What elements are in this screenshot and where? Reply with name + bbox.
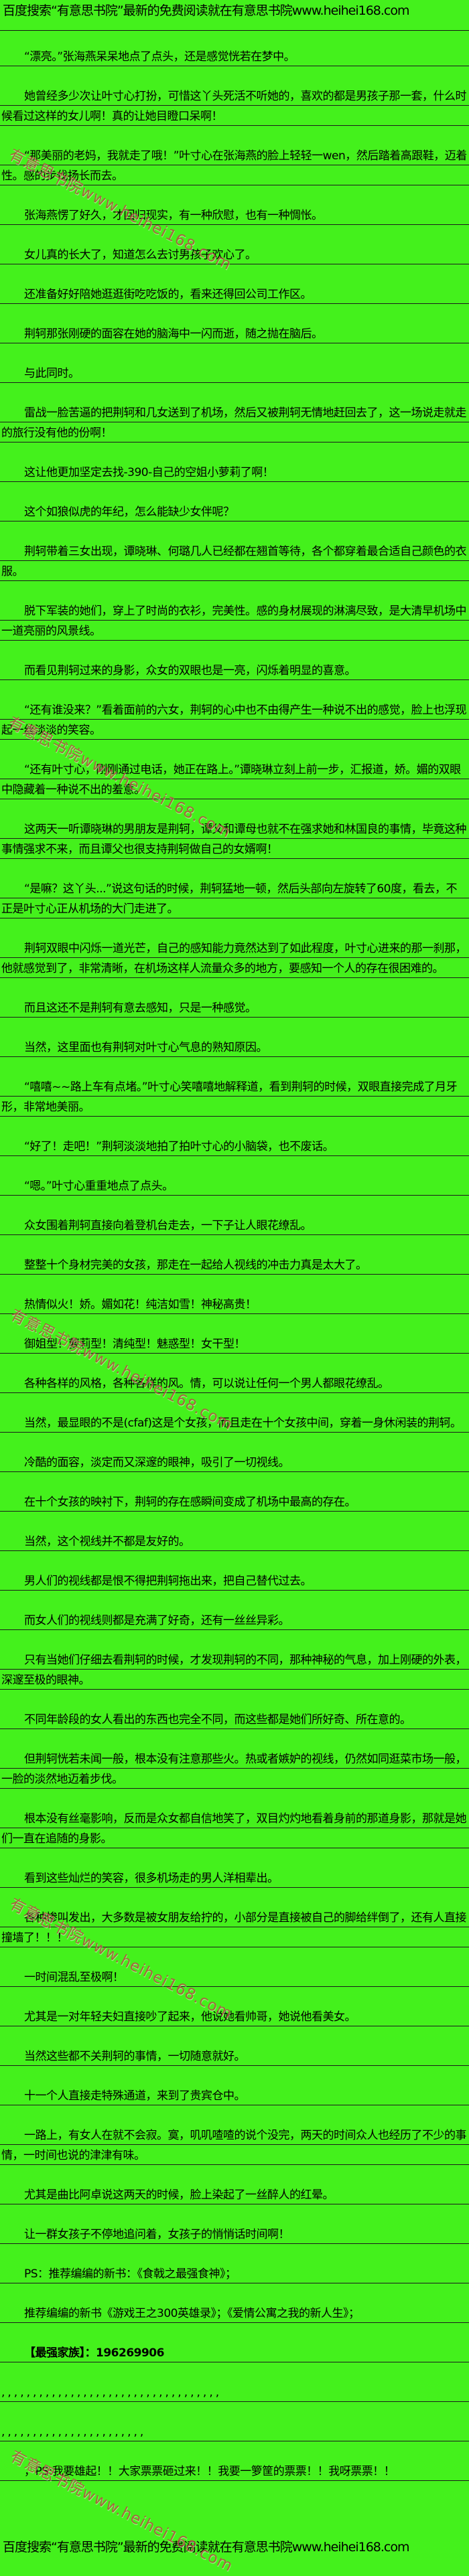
paragraph: 脱下军装的她们，穿上了时尚的衣衫，完美性。感的身材展现的淋漓尽致，是大清早机场中… [0,601,469,641]
paragraph: 当然这些都不关荆轲的事情，一切随意就好。 [0,2046,469,2067]
paragraph: 张海燕愣了好久，才回归现实，有一种欣慰，也有一种惆怅。 [0,206,469,226]
chapter-content: “漂亮。”张海燕呆呆地点了点头，还是感觉恍若在梦中。她曾经多少次让叶寸心打扮，可… [0,31,469,2482]
paragraph: 众女围着荆轲直接向着登机台走去，一下子让人眼花缭乱。 [0,1216,469,1236]
paragraph: 这两天一听谭晓琳的男朋友是荆轲，谭父和谭母也就不在强求她和林国良的事情，毕竟这种… [0,819,469,860]
paragraph: 与此同时。 [0,364,469,384]
paragraph: 在十个女孩的映衬下，荆轲的存在感瞬间变成了机场中最高的存在。 [0,1492,469,1512]
paragraph: 但荆轲恍若未闻一般，根本没有注意那些火。热或者嫉妒的视线，仍然如同逛菜市场一般，… [0,1749,469,1789]
paragraph: 尤其是一对年轻夫妇直接吵了起来，他说她看帅哥，她说他看美女。 [0,2007,469,2027]
paragraph: “嗯。”叶寸心重重地点了点头。 [0,1176,469,1196]
paragraph: 当然，这个视线并不都是友好的。 [0,1532,469,1552]
paragraph: “好了！走吧！”荆轲淡淡地拍了拍叶寸心的小脑袋，也不废话。 [0,1137,469,1157]
paragraph: “嘻嘻~~路上车有点堵。”叶寸心笑嘻嘻地解释道，看到荆轲的时候，双眼直接完成了月… [0,1077,469,1117]
paragraph: 雷战一脸苦逼的把荆轲和几女送到了机场，然后又被荆轲无情地赶回去了，这一场说走就走… [0,403,469,443]
paragraph: “还有叶寸心，刚刚通过电话，她正在路上。”谭晓琳立刻上前一步，汇报道，娇。媚的双… [0,760,469,800]
paragraph: 男人们的视线都是恨不得把荆轲拖出来，把自己替代过去。 [0,1571,469,1591]
paragraph: 十一个人直接走特殊通道，来到了贵宾仓中。 [0,2086,469,2106]
paragraph: 当然，这里面也有荆轲对叶寸心气息的熟知原因。 [0,1038,469,1058]
paragraph: 各种惨叫发出，大多数是被女朋友给拧的，小部分是直接被自己的脚给绊倒了，还有人直接… [0,1908,469,1948]
paragraph: “还有谁没来？”看着面前的六女，荆轲的心中也不由得产生一种说不出的感觉，脸上也浮… [0,700,469,740]
paragraph: 推荐编编的新书《游戏王之300英雄录》；《爱情公寓之我的新人生》； [0,2304,469,2324]
paragraph: PS：推荐编编的新书：《食戟之最强食神》； [0,2264,469,2284]
paragraph: 一路上，有女人在就不会寂。寞，叽叽喳喳的说个没完，两天的时间众人也经历了不少的事… [0,2125,469,2166]
paragraph: 【最强家族】：196269906 [0,2343,469,2363]
paragraph: “是嘛？这丫头...”说这句话的时候，荆轲猛地一顿，然后头部向左旋转了60度，看… [0,879,469,919]
paragraph: 整整十个身材完美的女孩，那走在一起给人视线的冲击力真是太大了。 [0,1255,469,1275]
paragraph: 女儿真的长大了，知道怎么去讨男孩子欢心了。 [0,245,469,265]
paragraph: “那美丽的老妈，我就走了哦！”叶寸心在张海燕的脸上轻轻一wen，然后踏着高跟鞋，… [0,146,469,186]
site-banner-top: 百度搜索“有意思书院”最新的免费阅读就在有意思书院www.heihei168.c… [0,0,469,31]
paragraph: ，PS:我要雄起！！大家票票砸过来！！我要一箩筐的票票！！我呀票票！！ [0,2462,469,2482]
paragraph: 这个如狼似虎的年纪，怎么能缺少女伴呢？ [0,502,469,522]
paragraph: 让一群女孩子不停地追问着，女孩子的悄悄话时间啊！ [0,2225,469,2245]
paragraph: 而女人们的视线则都是充满了好奇，还有一丝丝异彩。 [0,1611,469,1631]
paragraph: 荆轲双眼中闪烁一道光芒，自己的感知能力竟然达到了如此程度，叶寸心进来的那一刹那，… [0,939,469,979]
paragraph: 热情似火！娇。媚如花！纯洁如雪！神秘高贵！ [0,1295,469,1315]
paragraph: 荆轲那张刚硬的面容在她的脑海中一闪而逝，随之抛在脑后。 [0,324,469,344]
paragraph: 她曾经多少次让叶寸心打扮，可惜这丫头死活不听她的，喜欢的都是男孩子那一套，什么时… [0,86,469,127]
paragraph: 看到这些灿烂的笑容，很多机场走的男人洋相辈出。 [0,1868,469,1888]
paragraph: “漂亮。”张海燕呆呆地点了点头，还是感觉恍若在梦中。 [0,47,469,67]
paragraph: 一时间混乱至极啊！ [0,1967,469,1988]
paragraph: 各种各样的风格，各种各样的风。情，可以说让任何一个男人都眼花缭乱。 [0,1374,469,1394]
paragraph: 根本没有丝毫影响，反而是众女都自信地笑了，双目灼灼地看着身前的那道身影，那就是她… [0,1809,469,1849]
paragraph: 不同年龄段的女人看出的东西也完全不同，而这些都是她们所好奇、所在意的。 [0,1710,469,1730]
paragraph: 只有当她们仔细去看荆轲的时候，才发现荆轲的不同，那种神秘的气息，加上刚硬的外表，… [0,1650,469,1690]
paragraph: ,,,,,,,,,,,,,,,,,,,,,,,,,,,,,,,,,,, [0,2383,469,2403]
paragraph: 荆轲带着三女出现，谭晓琳、何璐几人已经都在翘首等待，各个都穿着最合适自己颜色的衣… [0,542,469,582]
paragraph: 尤其是曲比阿卓说这两天的时候，脸上染起了一丝醉人的红晕。 [0,2185,469,2205]
paragraph: 御姐型！萝莉型！清纯型！魅惑型！女干型！ [0,1334,469,1354]
paragraph: 这让他更加坚定去找-390-自己的空姐小萝莉了啊！ [0,463,469,483]
paragraph: ,,,,,,,,,,,,,,,,,,,,,,, [0,2422,469,2442]
paragraph: 还准备好好陪她逛逛街吃吃饭的，看来还得回公司工作区。 [0,285,469,305]
paragraph: 而看见荆轲过来的身影，众女的双眼也是一亮，闪烁着明显的喜意。 [0,661,469,681]
paragraph: 冷酷的面容，淡定而又深邃的眼神，吸引了一切视线。 [0,1453,469,1473]
paragraph: 当然，最显眼的不是(cfaf)这是个女孩，而且走在十个女孩中间，穿着一身休闲装的… [0,1413,469,1433]
site-banner-bottom: 百度搜索“有意思书院”最新的免费阅读就在有意思书院www.heihei168.c… [3,2540,410,2555]
paragraph: 而且这还不是荆轲有意去感知，只是一种感觉。 [0,998,469,1018]
